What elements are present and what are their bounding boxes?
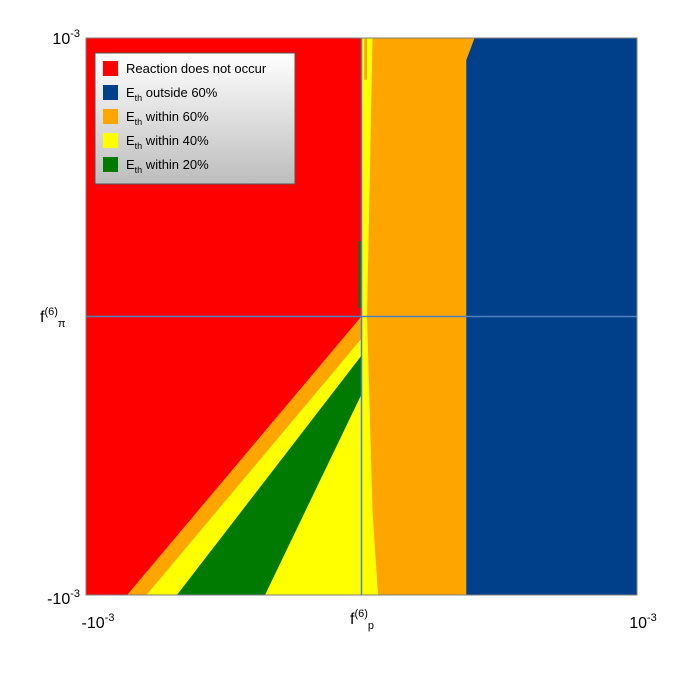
region-within40-4: [265, 38, 378, 595]
y-tick-label-bottom: -10-3: [47, 588, 80, 608]
legend-label-outside60: Eth outside 60%: [126, 85, 218, 103]
region-within60-1: [127, 316, 362, 595]
legend-swatch-within40: [103, 133, 118, 148]
legend-swatch-within20: [103, 157, 118, 172]
legend-swatch-within60: [103, 109, 118, 124]
region-within60-7: [364, 38, 367, 80]
legend-label-no_reaction: Reaction does not occur: [126, 61, 267, 76]
legend-box: [94, 52, 296, 185]
legend-swatch-outside60: [103, 85, 118, 100]
legend-label-within20: Eth within 20%: [126, 157, 209, 175]
legend-label-within40: Eth within 40%: [126, 133, 209, 151]
region-within40-2: [146, 338, 362, 595]
legend-swatch-no_reaction: [103, 61, 118, 76]
region-within20-3: [176, 355, 362, 595]
legend-label-within60: Eth within 60%: [126, 109, 209, 127]
y-tick-label-top: 10-3: [52, 28, 80, 48]
x-tick-label-right: 10-3: [629, 612, 657, 632]
x-axis-label: f(6)p: [350, 608, 374, 632]
x-tick-label-left: -10-3: [82, 612, 115, 632]
crosshair-lines: [86, 38, 637, 595]
legend: Reaction does not occur Eth outside 60% Et…: [94, 52, 296, 185]
y-axis-label: f(6)π: [40, 306, 66, 330]
